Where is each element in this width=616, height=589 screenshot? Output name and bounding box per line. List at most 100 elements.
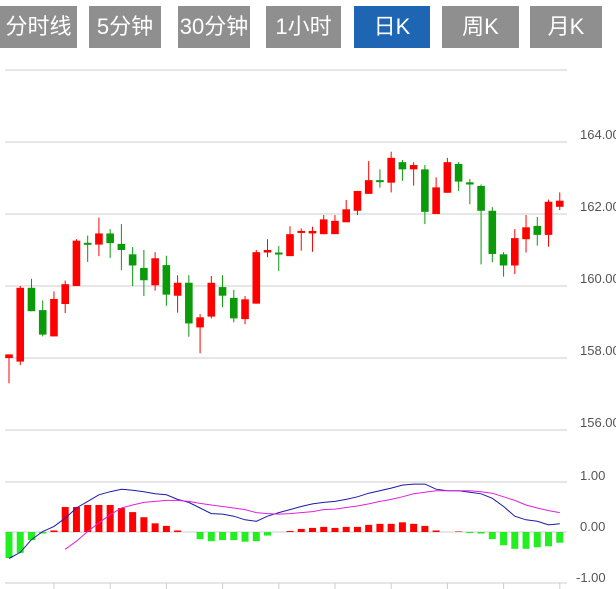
candle-down [499,254,508,266]
price-tick-160: 160.00 [580,271,616,286]
candle-up [95,233,103,245]
candle-up [387,157,395,183]
macd-histogram-bar [522,532,530,549]
macd-histogram-bar [117,508,125,532]
candle-up [16,287,25,362]
candle-up [443,162,452,193]
candle-up [308,230,317,234]
tab-daily-k[interactable]: 日K [354,6,430,48]
price-tick-158: 158.00 [580,343,616,358]
macd-histogram-bar [95,504,103,532]
candle-up [331,220,339,235]
candle-up [319,219,328,235]
candle-down [274,252,283,255]
macd-histogram-bar [72,507,80,532]
tab-5min[interactable]: 5分钟 [89,6,161,48]
tab-30min[interactable]: 30分钟 [178,6,250,48]
macd-histogram-bar [106,504,114,532]
macd-histogram-bar [230,532,238,541]
price-tick-164: 164.00 [580,127,616,142]
candle-up [241,299,249,320]
candle-up [544,201,553,235]
candle-down [38,310,47,335]
macd-histogram-bar [162,525,170,532]
candle-up [207,282,216,317]
macd-histogram-bar [455,531,463,532]
candle-up [50,298,58,337]
candle-down [83,242,92,245]
tab-weekly-k[interactable]: 周K [442,6,519,48]
candle-down [218,287,227,296]
tab-timeshare[interactable]: 分时线 [0,6,77,48]
macd-histogram-bar [264,532,272,536]
macd-histogram-bar [84,504,92,532]
macd-dea-line [64,490,560,550]
macd-histogram-bar [308,527,316,532]
macd-tick-0: 0.00 [580,519,605,534]
macd-histogram-bar [398,522,406,532]
tab-1hour[interactable]: 1小时 [266,6,341,48]
macd-histogram-bar [533,532,541,548]
macd-histogram-bar [466,532,474,534]
candle-down [398,162,407,170]
macd-histogram-bar [477,532,485,534]
macd-histogram-bar [39,532,47,534]
macd-histogram-bar [140,517,148,532]
candle-up [151,258,159,286]
candle-up [342,209,350,223]
candle-down [162,265,171,295]
candle-up [196,317,204,328]
macd-histogram-bar [286,530,294,532]
candle-down [106,233,114,244]
macd-histogram-bar [365,524,373,532]
candle-up [5,354,13,358]
candle-up [511,238,519,266]
macd-histogram-bar [219,532,227,541]
candle-up [432,187,440,214]
candle-up [263,250,272,253]
macd-histogram-bar [61,507,69,532]
macd-histogram-bar [353,526,361,532]
macd-histogram-bar [545,532,553,547]
candle-down [533,225,542,235]
macd-histogram-bar [252,532,260,542]
candle-down [454,163,463,182]
price-tick-156: 156.00 [580,415,616,430]
price-tick-162: 162.00 [580,199,616,214]
candle-up [297,230,306,233]
tab-monthly-k[interactable]: 月K [530,6,602,48]
macd-histogram-bar [16,532,24,553]
macd-histogram-bar [500,532,508,546]
macd-tick-minus1: -1.00 [576,570,606,585]
macd-histogram-bar [151,523,159,532]
macd-histogram-bar [5,532,13,559]
candle-down [230,297,238,319]
macd-tick-1: 1.00 [580,468,605,483]
macd-histogram-bar [196,532,204,540]
candle-down [488,210,497,254]
macd-histogram-bar [342,526,350,532]
candle-up [173,282,182,296]
candle-down [477,185,485,211]
macd-histogram-bar [50,530,58,532]
candle-down [140,268,148,281]
candle-up [252,252,261,304]
macd-histogram-bar [241,532,249,542]
macd-histogram-bar [488,532,496,540]
candle-down [27,287,36,312]
macd-dif-line [8,483,560,559]
candle-up [555,200,564,207]
candle-up [286,234,294,257]
macd-histogram-bar [387,523,395,532]
macd-histogram-bar [297,528,305,532]
macd-histogram-bar [331,527,339,532]
candle-down [421,169,429,212]
candle-down [185,282,193,324]
macd-histogram-bar [421,525,429,532]
macd-histogram-bar [129,512,137,532]
candle-down [128,254,137,266]
candle-up [522,227,530,240]
macd-histogram-bar [511,532,519,549]
macd-histogram-bar [320,526,328,532]
